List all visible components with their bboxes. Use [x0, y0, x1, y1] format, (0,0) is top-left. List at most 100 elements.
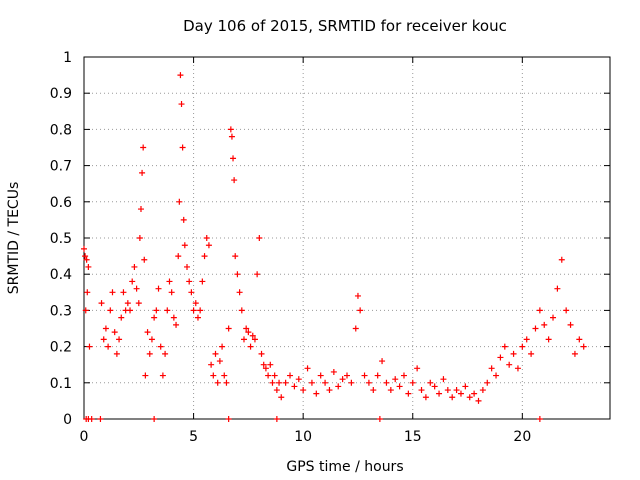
data-point [545, 336, 552, 343]
data-point [400, 372, 407, 379]
x-tick-label: 20 [513, 429, 531, 445]
data-point [317, 372, 324, 379]
data-point [287, 372, 294, 379]
data-point [208, 361, 215, 368]
data-point [124, 300, 131, 307]
axis-ticks: 00.10.20.30.40.50.60.70.80.910 5 10 15 20 [50, 50, 610, 445]
data-point [352, 325, 359, 332]
data-point [444, 387, 451, 394]
data-point [271, 372, 278, 379]
data-point [230, 155, 237, 162]
data-point [392, 376, 399, 383]
y-tick-label: 0.5 [50, 231, 72, 247]
data-point [216, 358, 223, 365]
data-point [514, 365, 521, 372]
data-point [232, 253, 239, 260]
data-point [550, 314, 557, 321]
data-point [457, 390, 464, 397]
data-point [510, 350, 517, 357]
data-point [300, 387, 307, 394]
data-point [449, 394, 456, 401]
data-point [354, 292, 361, 299]
data-point [249, 332, 256, 339]
data-point [322, 379, 329, 386]
data-point [153, 307, 160, 314]
data-point [131, 263, 138, 270]
data-point [376, 416, 383, 422]
data-point [162, 350, 169, 357]
data-point [97, 416, 104, 422]
data-point [159, 372, 166, 379]
data-point [221, 372, 228, 379]
data-point [238, 307, 245, 314]
data-point [188, 289, 195, 296]
y-tick-label: 0.2 [50, 340, 72, 356]
data-point [100, 336, 107, 343]
data-point [462, 383, 469, 390]
data-point [361, 372, 368, 379]
data-point [168, 289, 175, 296]
data-point [199, 278, 206, 285]
data-point [137, 206, 144, 213]
data-point [184, 263, 191, 270]
data-point [436, 390, 443, 397]
data-point [141, 256, 148, 263]
data-point [214, 379, 221, 386]
data-point [479, 387, 486, 394]
data-point [339, 376, 346, 383]
data-point [541, 321, 548, 328]
data-point [82, 307, 89, 314]
data-point [136, 235, 143, 241]
data-point [291, 383, 298, 390]
data-point [519, 343, 526, 350]
data-point [113, 350, 120, 357]
data-point [173, 321, 180, 328]
data-point [304, 365, 311, 372]
data-point [308, 379, 315, 386]
data-point [178, 101, 185, 108]
data-point [532, 325, 539, 332]
data-point [348, 379, 355, 386]
data-point [273, 416, 280, 422]
data-point [86, 343, 93, 350]
data-point [344, 372, 350, 379]
data-point [536, 307, 543, 314]
data-point [140, 144, 147, 151]
data-point [102, 325, 109, 332]
data-point [256, 235, 263, 241]
data-point [453, 387, 460, 394]
data-point [571, 350, 578, 357]
data-point [466, 394, 473, 401]
data-point [247, 343, 254, 350]
data-point [258, 350, 265, 357]
y-tick-label: 0.8 [50, 122, 72, 138]
data-point [240, 336, 247, 343]
data-point [84, 289, 91, 296]
data-point [142, 372, 149, 379]
data-point [201, 253, 208, 260]
data-point [212, 350, 219, 357]
data-point [81, 245, 87, 252]
data-points [81, 72, 587, 422]
data-point [414, 365, 421, 372]
data-point [219, 343, 226, 350]
data-point [205, 242, 212, 249]
data-point [120, 289, 127, 296]
data-point [440, 376, 447, 383]
data-point [269, 379, 276, 386]
data-point [197, 307, 204, 314]
data-point [387, 387, 394, 394]
data-point [431, 383, 438, 390]
data-point [501, 343, 508, 350]
x-tick-label: 10 [294, 429, 312, 445]
data-point [223, 379, 230, 386]
data-point [370, 387, 377, 394]
data-point [146, 350, 153, 357]
data-point [245, 329, 252, 336]
data-point [88, 416, 95, 422]
data-point [107, 307, 114, 314]
data-point [576, 336, 583, 343]
data-point [151, 416, 158, 422]
data-point [236, 289, 243, 296]
data-point [192, 300, 199, 307]
